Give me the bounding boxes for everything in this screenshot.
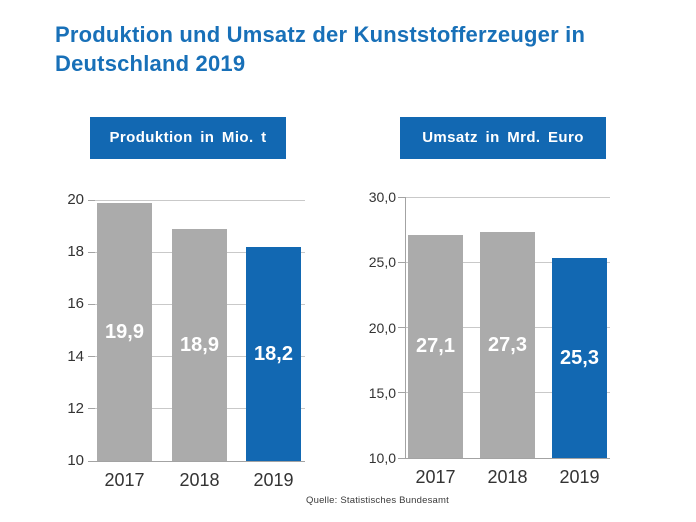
- umsatz-header-label: Umsatz in Mrd. Euro: [422, 129, 584, 146]
- bar-2019: [246, 246, 301, 461]
- x-tick-label: 2017: [104, 470, 145, 490]
- y-axis-tick: [398, 261, 405, 263]
- production-header-label: Produktion in Mio. t: [109, 129, 267, 146]
- y-tick-label: 20,0: [368, 319, 396, 336]
- page-title-line2: Deutschland 2019: [55, 51, 246, 76]
- x-axis-line: [398, 457, 610, 459]
- x-tick-label: 2019: [559, 467, 600, 487]
- x-tick-label: 2018: [487, 467, 528, 487]
- y-axis-tick: [88, 251, 95, 253]
- umsatz-chart: 30,0 25,0 20,0 15,0 10,0 27,1 2017 27,3 2018 25,3…: [369, 189, 610, 487]
- y-tick-label: 30,0: [368, 189, 396, 205]
- y-tick-label: 15,0: [368, 384, 396, 401]
- gridline: [405, 196, 610, 198]
- bar-value-label: 18,9: [180, 333, 219, 356]
- y-axis-tick: [88, 199, 95, 201]
- y-axis-tick: [88, 408, 95, 410]
- source-note: Quelle: Statistisches Bundesamt: [306, 495, 449, 506]
- bar-value-label: 18,2: [254, 342, 293, 365]
- bar-value-label: 27,3: [488, 334, 527, 357]
- y-axis-line: [405, 197, 406, 458]
- umsatz-header-box: Umsatz in Mrd. Euro: [400, 117, 606, 159]
- bar-2019: [552, 258, 607, 458]
- bar-2017: [97, 202, 152, 461]
- bar-value-label: 19,9: [105, 320, 144, 343]
- y-axis-tick: [398, 196, 405, 198]
- page-title: Produktion und Umsatz der Kunststofferze…: [55, 20, 665, 78]
- y-axis-tick: [398, 327, 405, 328]
- bar-value-label: 27,1: [416, 335, 455, 358]
- bar-2017: [408, 234, 463, 458]
- production-chart: 20 18 16 14 12 10 19,9 2017 18,9 2018 18,2 2019: [67, 192, 305, 490]
- y-axis-tick: [88, 303, 95, 305]
- y-tick-label: 10,0: [368, 450, 396, 466]
- y-axis-tick: [398, 392, 405, 394]
- page-title-line1: Produktion und Umsatz der Kunststofferze…: [55, 22, 586, 47]
- y-tick-label: 25,0: [368, 254, 396, 271]
- production-header-box: Produktion in Mio. t: [90, 117, 286, 159]
- y-tick-label: 12: [67, 399, 84, 417]
- bar-2018: [172, 228, 227, 461]
- x-tick-label: 2017: [415, 467, 456, 487]
- gridline: [95, 199, 305, 201]
- y-axis-tick: [88, 356, 95, 358]
- x-tick-label: 2019: [253, 470, 294, 490]
- y-tick-label: 18: [67, 243, 84, 261]
- x-tick-label: 2018: [179, 470, 220, 490]
- bar-2018: [480, 232, 535, 458]
- y-tick-label: 16: [67, 295, 84, 313]
- bar-value-label: 25,3: [560, 347, 599, 370]
- y-tick-label: 10: [67, 452, 84, 469]
- y-tick-label: 14: [67, 347, 84, 365]
- y-tick-label: 20: [67, 191, 84, 208]
- x-axis-line: [88, 460, 305, 462]
